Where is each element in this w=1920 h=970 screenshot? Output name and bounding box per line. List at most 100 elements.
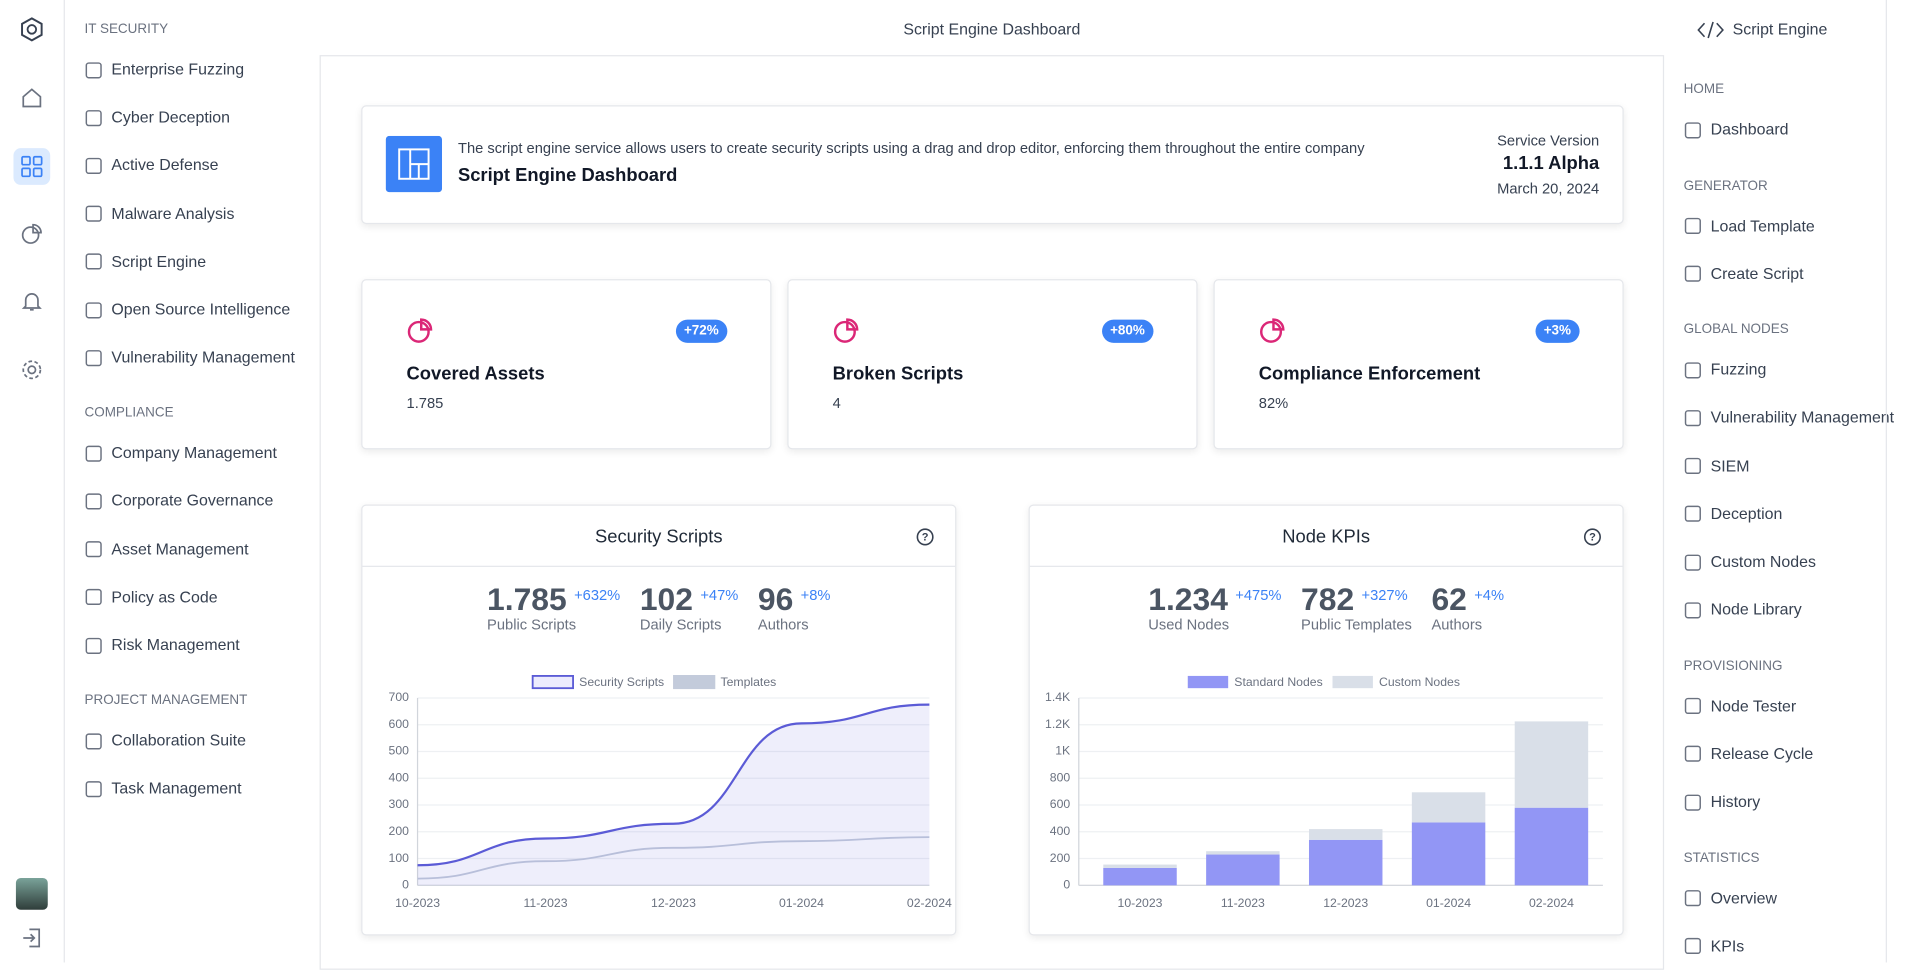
avatar[interactable]	[15, 877, 48, 910]
kpi-value: 1.234	[1148, 580, 1228, 618]
chart-icon[interactable]	[21, 223, 43, 245]
nav-icon	[1684, 265, 1701, 282]
nav-item[interactable]: Company Management	[84, 441, 277, 465]
nav-item[interactable]: Custom Nodes	[1684, 550, 1816, 574]
nav-item[interactable]: Script Engine	[84, 250, 206, 274]
nav-item[interactable]: Deception	[1684, 502, 1783, 526]
nav-icon-shape	[1684, 890, 1701, 907]
nav-item-label: Vulnerability Management	[111, 347, 295, 367]
nav-icon-shape	[1684, 121, 1701, 138]
stat-value: 1.785	[406, 394, 444, 412]
nav-item-label: Collaboration Suite	[111, 731, 246, 750]
help-icon-shape	[1583, 528, 1601, 546]
nav-item-label: SIEM	[1710, 456, 1750, 475]
stat-icon-shape	[407, 320, 430, 343]
nav-item-label: Risk Management	[111, 635, 240, 654]
logo[interactable]	[18, 16, 45, 43]
nav-item-label: Cyber Deception	[111, 107, 230, 127]
kpi-top: 96 +8%	[758, 582, 831, 616]
stat-title: Compliance Enforcement	[1258, 363, 1481, 385]
x-tick-label: 12-2023	[1323, 896, 1368, 910]
bell-icon[interactable]	[21, 290, 43, 312]
kpi-top: 782 +327%	[1301, 582, 1412, 616]
nav-item[interactable]: Cyber Deception	[84, 106, 230, 130]
nav-item[interactable]: Collaboration Suite	[84, 729, 246, 753]
nav-item-label: Vulnerability Management	[1710, 408, 1895, 427]
kpi-change: +8%	[800, 586, 831, 604]
kpi-label: Authors	[757, 615, 809, 634]
nav-icon-shape	[85, 109, 102, 126]
nav-item[interactable]: Active Defense	[84, 154, 218, 178]
x-tick-label: 02-2024	[1529, 896, 1574, 910]
nav-item[interactable]: Release Cycle	[1684, 742, 1814, 766]
nav-item[interactable]: Load Template	[1684, 214, 1815, 238]
x-tick-label: 10-2023	[395, 896, 440, 910]
banner-description: The script engine service allows users t…	[457, 139, 1365, 157]
nav-item[interactable]: History	[1684, 790, 1760, 814]
nav-item[interactable]: Malware Analysis	[84, 202, 234, 226]
nav-icon-shape	[1684, 409, 1701, 427]
chart-title: Node KPIs	[1282, 526, 1371, 548]
line	[417, 703, 930, 867]
nav-icon-shape	[85, 157, 102, 174]
nav-item[interactable]: Dashboard	[1684, 118, 1789, 142]
kpi-value: 102	[639, 580, 693, 618]
nav-icon	[1684, 938, 1701, 955]
nav-item[interactable]: Open Source Intelligence	[84, 298, 290, 322]
nav-icon-shape	[1684, 746, 1701, 763]
nav-item[interactable]: Create Script	[1684, 262, 1804, 286]
nav-item[interactable]: KPIs	[1684, 934, 1744, 958]
nav-item[interactable]: Node Tester	[1684, 694, 1796, 718]
nav-icon	[85, 780, 102, 797]
legend-label: Custom Nodes	[1379, 675, 1460, 689]
nav-icon	[1684, 698, 1701, 715]
bar	[1411, 792, 1486, 823]
nav-item[interactable]: Vulnerability Management	[84, 346, 295, 370]
nav-item[interactable]: Vulnerability Management	[1684, 406, 1894, 430]
stat-icon-shape	[1272, 318, 1285, 331]
nav-section-title: GENERATOR	[1683, 178, 1768, 193]
nav-item-label: Create Script	[1710, 264, 1804, 283]
nav-icon	[85, 205, 102, 222]
nav-icon-shape	[85, 780, 102, 797]
kpi-label: Authors	[1431, 615, 1483, 634]
active-icon-bg[interactable]	[13, 148, 51, 185]
nav-item-label: Dashboard	[1710, 120, 1789, 139]
nav-item[interactable]: SIEM	[1684, 454, 1750, 478]
nav-icon	[85, 445, 102, 462]
nav-item-label: Release Cycle	[1710, 744, 1814, 763]
nav-item[interactable]: Task Management	[84, 777, 242, 801]
nav-section-title: STATISTICS	[1683, 850, 1760, 866]
x-tick-label: 01-2024	[1426, 896, 1471, 910]
nav-item[interactable]: Asset Management	[84, 537, 249, 561]
nav-item[interactable]: Node Library	[1684, 598, 1802, 622]
kpi-change: +4%	[1474, 586, 1505, 604]
nav-item[interactable]: Policy as Code	[84, 585, 218, 609]
nav-item[interactable]: Risk Management	[84, 633, 240, 657]
kpi-value: 96	[757, 580, 794, 618]
nav-item-label: Custom Nodes	[1710, 552, 1816, 571]
nav-item-label: Deception	[1710, 504, 1783, 523]
right-nav-header[interactable]: Script Engine	[1697, 17, 1827, 41]
logout-icon[interactable]	[21, 927, 43, 949]
kpi-label: Daily Scripts	[639, 615, 722, 634]
nav-icon	[1684, 409, 1701, 427]
dashboard-icon[interactable]	[21, 155, 43, 178]
y-tick-label: 400	[389, 770, 410, 784]
nav-item[interactable]: Corporate Governance	[84, 489, 273, 513]
nav-item[interactable]: Enterprise Fuzzing	[84, 58, 244, 82]
nav-item[interactable]: Overview	[1684, 886, 1777, 910]
nav-item[interactable]: Fuzzing	[1684, 358, 1767, 382]
nav-icon	[85, 253, 102, 270]
home-icon[interactable]	[21, 87, 43, 109]
nav-icon	[1684, 553, 1701, 571]
bar	[1206, 854, 1280, 886]
legend-label: Standard Nodes	[1234, 675, 1322, 689]
x-tick-label: 12-2023	[651, 896, 696, 910]
nav-item-label: Asset Management	[111, 539, 249, 558]
nav-item-label: Fuzzing	[1710, 360, 1767, 379]
settings-icon[interactable]	[21, 359, 43, 381]
nav-icon	[85, 61, 102, 78]
nav-section-title: IT SECURITY	[84, 22, 169, 37]
